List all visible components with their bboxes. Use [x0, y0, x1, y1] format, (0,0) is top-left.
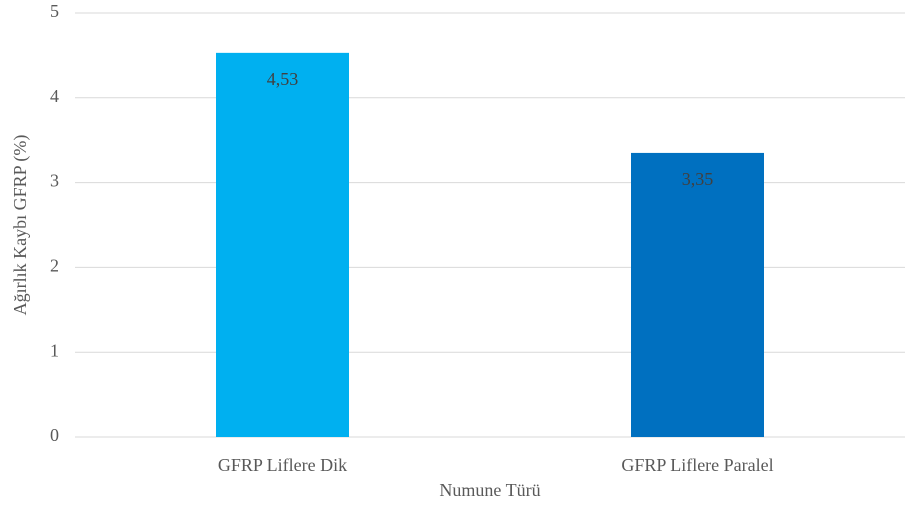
- y-tick-label: 1: [50, 340, 59, 360]
- data-label: 4,53: [267, 69, 299, 89]
- data-label: 3,35: [682, 169, 714, 189]
- y-axis-title: Ağırlık Kaybı GFRP (%): [10, 135, 31, 316]
- y-tick-label: 3: [50, 171, 59, 191]
- y-tick-label: 4: [50, 86, 59, 106]
- bar: [631, 152, 764, 438]
- bar: [216, 52, 349, 438]
- y-tick-label: 5: [50, 1, 59, 21]
- x-tick-label: GFRP Liflere Dik: [218, 455, 347, 475]
- y-tick-label: 2: [50, 256, 59, 276]
- x-tick-label: GFRP Liflere Paralel: [621, 455, 773, 475]
- x-axis-title: Numune Türü: [439, 480, 540, 500]
- y-tick-label: 0: [50, 425, 59, 445]
